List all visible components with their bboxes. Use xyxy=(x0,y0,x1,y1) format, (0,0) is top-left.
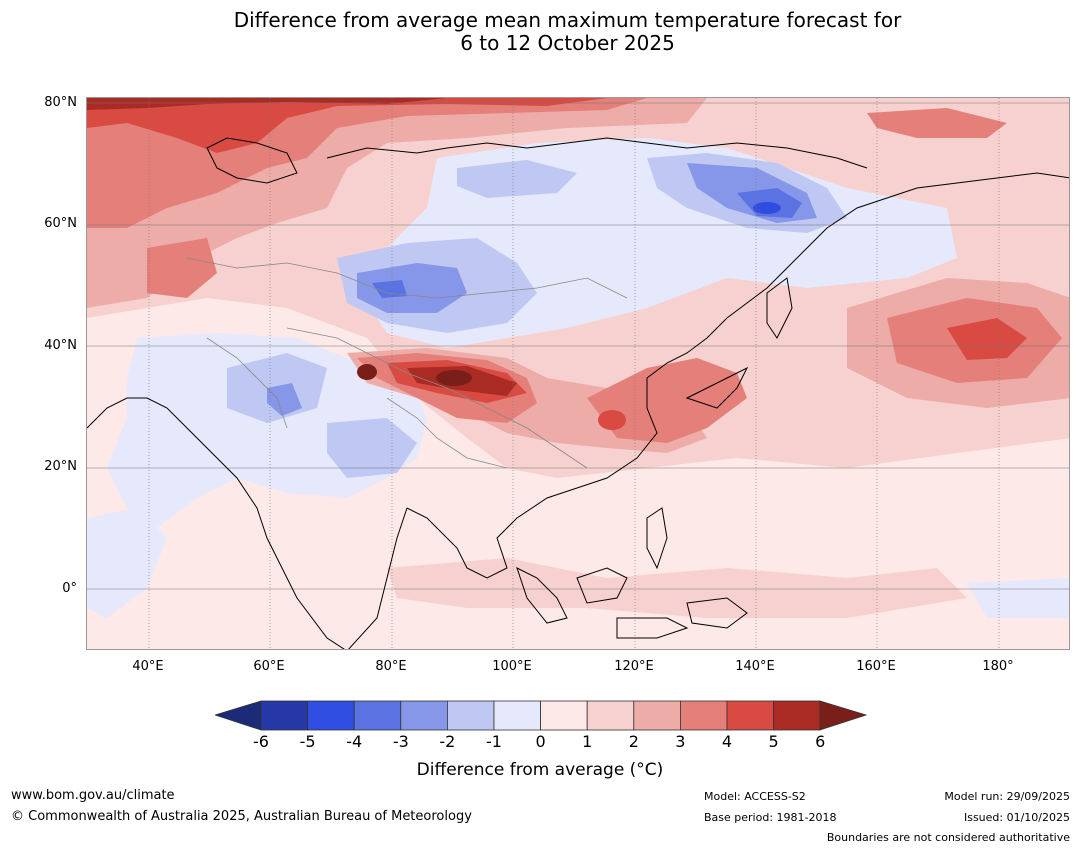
colorbar-tick-label: -2 xyxy=(439,732,456,751)
model-run: Model run: 29/09/2025 xyxy=(944,790,1070,803)
anomaly-zone-plus4-arctic xyxy=(87,98,607,153)
colorbar-tick-label: -3 xyxy=(392,732,409,751)
colorbar xyxy=(215,700,867,731)
colorbar-cell xyxy=(353,700,402,731)
lat-label-40n: 40°N xyxy=(44,338,77,353)
colorbar-tick-label: 6 xyxy=(815,732,826,751)
colorbar-cell xyxy=(260,700,308,731)
anomaly-zone-minus4-mongolia xyxy=(372,280,407,298)
anomaly-zone-plus6-pamir xyxy=(357,364,377,380)
lon-label-60e: 60°E xyxy=(253,659,285,674)
title-line-1: Difference from average mean maximum tem… xyxy=(233,8,902,32)
lat-label-0: 0° xyxy=(62,581,77,596)
anomaly-zone-minus2-india xyxy=(327,418,417,478)
lon-label-160e: 160°E xyxy=(856,659,896,674)
anomaly-zone-minus1-pacific xyxy=(967,578,1069,618)
model-name: Model: ACCESS-S2 xyxy=(704,790,806,803)
anomaly-zone-minus3-mongolia xyxy=(357,263,467,313)
anomaly-zone-plus3-eastchina xyxy=(587,358,747,443)
colorbar-tick-label: -1 xyxy=(486,732,502,751)
lat-label-20n: 20°N xyxy=(44,459,77,474)
anomaly-zone-plus3-bering xyxy=(867,108,1007,138)
colorbar-cell xyxy=(493,700,541,731)
colorbar-tick-label: 0 xyxy=(535,732,546,751)
title-line-2: 6 to 12 October 2025 xyxy=(460,31,675,55)
colorbar-tick-label: 4 xyxy=(721,732,733,751)
country-borders xyxy=(186,257,628,469)
colorbar-tick-label: -5 xyxy=(299,732,316,751)
anomaly-zone-minus3-iran xyxy=(267,383,302,416)
map-canvas xyxy=(87,98,1069,649)
anomaly-zone-minus2-north xyxy=(457,160,577,198)
colorbar-tick-label: -4 xyxy=(346,732,363,751)
anomaly-zone-plus4-pacific xyxy=(947,318,1027,360)
colorbar-cell xyxy=(586,700,635,731)
colorbar-extend-high xyxy=(819,700,867,731)
colorbar-extend-low xyxy=(215,700,262,731)
copyright: © Commonwealth of Australia 2025, Austra… xyxy=(11,809,472,824)
colorbar-cell xyxy=(773,700,821,731)
colorbar-tick-label: -6 xyxy=(253,732,269,751)
boundaries-disclaimer: Boundaries are not considered authoritat… xyxy=(826,831,1070,844)
lon-label-140e: 140°E xyxy=(735,659,775,674)
anomaly-zone-plus6-tibet xyxy=(436,370,472,386)
issued-date: Issued: 01/10/2025 xyxy=(963,811,1070,824)
lon-label-180: 180° xyxy=(982,659,1014,674)
colorbar-tick-label: 5 xyxy=(768,732,779,751)
map-title: Difference from average mean maximum tem… xyxy=(0,9,1081,55)
base-period: Base period: 1981-2018 xyxy=(704,811,837,824)
colorbar-label: Difference from average (°C) xyxy=(416,760,664,780)
colorbar-cell xyxy=(307,700,355,731)
colorbar-tick-label: 3 xyxy=(675,732,686,751)
temperature-anomaly-map xyxy=(86,97,1070,650)
lat-label-80n: 80°N xyxy=(44,95,77,110)
colorbar-tick-label: 2 xyxy=(628,732,639,751)
colorbar-cell xyxy=(726,700,774,731)
lon-label-80e: 80°E xyxy=(375,659,407,674)
anomaly-zone-minus1-africa xyxy=(87,508,167,618)
anomaly-zone-plus1-south xyxy=(387,558,967,618)
colorbar-tick-label: 1 xyxy=(582,732,593,751)
coastlines xyxy=(87,137,1069,649)
lat-label-60n: 60°N xyxy=(44,216,77,231)
colorbar-cell xyxy=(400,700,448,731)
anomaly-zone-plus3-caspian xyxy=(147,238,217,298)
colorbar-cell xyxy=(446,700,495,731)
anomaly-zone-plus5-arctic xyxy=(87,98,447,110)
lon-label-120e: 120°E xyxy=(614,659,654,674)
colorbar-cell xyxy=(679,700,728,731)
lon-label-100e: 100°E xyxy=(492,659,532,674)
lon-label-40e: 40°E xyxy=(132,659,164,674)
anomaly-zone-minus5-siberia xyxy=(753,202,781,214)
website-link[interactable]: www.bom.gov.au/climate xyxy=(11,788,175,803)
anomaly-zone-plus4-eastchina xyxy=(598,410,626,430)
anomaly-zone-minus1-asia xyxy=(107,333,427,528)
colorbar-cell xyxy=(540,700,588,731)
graticule xyxy=(87,98,1069,649)
colorbar-cell xyxy=(633,700,681,731)
